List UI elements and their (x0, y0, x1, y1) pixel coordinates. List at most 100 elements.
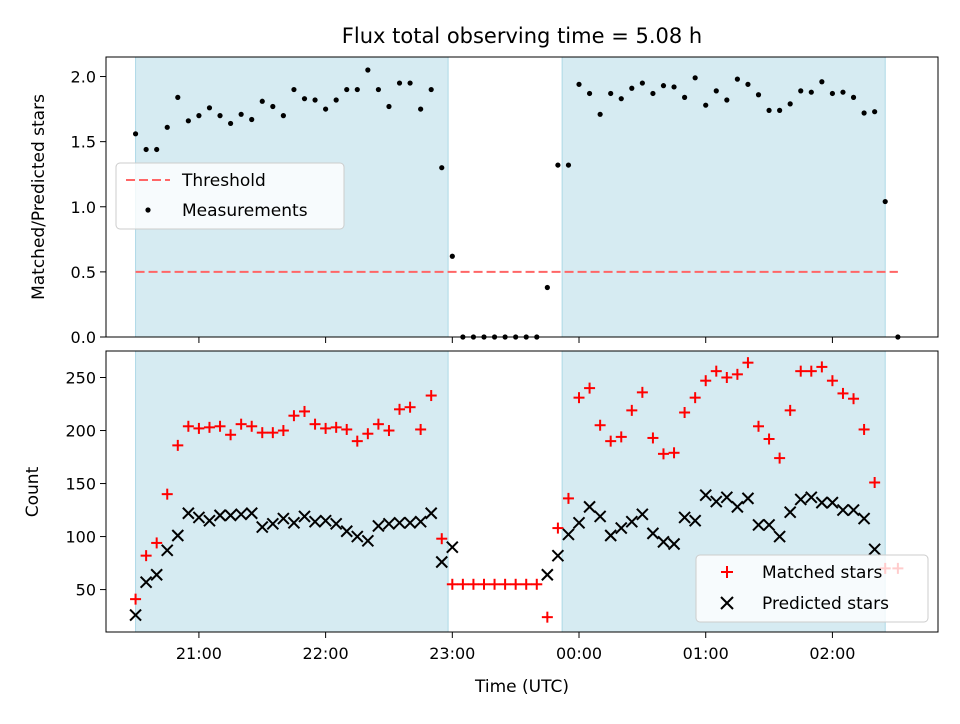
predicted-star-marker (414, 515, 427, 528)
predicted-star-marker (319, 514, 332, 527)
predicted-star-marker (129, 608, 142, 622)
measurement-point (681, 94, 688, 100)
measurement-point (280, 113, 286, 119)
predicted-marker-stroke (298, 510, 311, 523)
predicted-marker-stroke (171, 529, 185, 542)
measurement-point (576, 81, 582, 87)
measurement-point (344, 86, 350, 93)
bottom-xtick-label: 22:00 (303, 644, 349, 663)
measurement-point (418, 106, 424, 112)
matched-star-marker (594, 419, 606, 431)
measurement-point (386, 103, 392, 110)
matched-star-marker (774, 452, 786, 464)
matched-star-marker (689, 392, 701, 404)
measurement-point (323, 106, 329, 112)
measurement-point (608, 90, 614, 97)
predicted-star-points (129, 489, 881, 622)
measurement-point (734, 76, 740, 82)
predicted-star-marker (688, 514, 702, 527)
predicted-marker-stroke (361, 534, 375, 548)
predicted-marker-stroke (139, 575, 153, 589)
top-panel: 0.00.51.01.52.0 Matched/Predicted stars … (29, 56, 939, 347)
matched-star-marker (763, 433, 775, 445)
predicted-star-marker (583, 500, 596, 514)
predicted-marker-stroke (857, 512, 871, 525)
bottom-y-axis-label: Count (23, 466, 43, 517)
measurement-point (861, 110, 867, 116)
matched-star-marker (510, 578, 522, 590)
x-axis-label: Time (UTC) (474, 677, 569, 697)
predicted-marker-stroke (224, 509, 237, 522)
predicted-star-marker (446, 540, 459, 554)
measurement-point (724, 97, 730, 103)
predicted-star-marker (277, 512, 290, 525)
predicted-marker-stroke (182, 507, 195, 520)
predicted-marker-stroke (266, 517, 280, 531)
predicted-star-marker (224, 509, 237, 522)
matched-star-marker (193, 422, 205, 434)
predicted-marker-stroke (731, 500, 744, 514)
top-ytick-label: 0.5 (71, 263, 96, 282)
bottom-legend-frame (695, 554, 929, 623)
measurement-point (217, 113, 223, 119)
top-ytick-label: 1.0 (71, 198, 96, 217)
predicted-marker-stroke (836, 503, 850, 517)
predicted-star-marker (308, 515, 322, 528)
predicted-marker-stroke (551, 549, 565, 562)
measurement-point (850, 94, 857, 100)
predicted-marker-stroke (340, 525, 353, 538)
matched-star-marker (837, 387, 849, 399)
measurement-point (650, 90, 656, 97)
matched-star-marker (309, 418, 321, 430)
predicted-star-marker (182, 507, 195, 520)
top-y-ticks: 0.0 0.5 1.0 1.5 2.0 (71, 68, 106, 347)
predicted-star-marker (245, 507, 258, 520)
measurement-point (671, 84, 677, 90)
predicted-marker-stroke (720, 491, 734, 504)
bottom-ytick-label: 50 (76, 581, 96, 600)
matched-star-marker (235, 418, 247, 430)
predicted-marker-stroke (234, 508, 248, 521)
matched-star-marker (552, 522, 564, 534)
predicted-marker-stroke (826, 496, 839, 509)
matched-star-marker (805, 365, 817, 377)
matched-star-marker (816, 361, 828, 373)
matched-star-marker (647, 432, 659, 444)
predicted-marker-stroke (752, 518, 765, 532)
predicted-star-marker (847, 503, 860, 517)
measurement-point (439, 165, 445, 171)
predicted-marker-stroke (351, 530, 364, 543)
matched-star-marker (341, 423, 353, 435)
matched-star-marker (742, 357, 754, 369)
predicted-star-marker (815, 496, 829, 509)
measurement-point (565, 162, 572, 168)
predicted-marker-stroke (604, 529, 617, 542)
predicted-marker-stroke (593, 510, 607, 523)
matched-star-marker (710, 365, 722, 377)
measurement-points (132, 67, 901, 340)
predicted-star-marker (382, 517, 396, 531)
matched-star-marker (562, 492, 574, 504)
predicted-marker-stroke (256, 520, 269, 534)
matched-star-marker (404, 401, 416, 413)
matched-star-marker (298, 405, 310, 417)
predicted-marker-stroke (414, 515, 427, 528)
predicted-star-marker (329, 517, 343, 531)
predicted-star-marker (171, 529, 185, 542)
matched-star-marker (679, 407, 691, 419)
matched-star-marker (383, 425, 395, 437)
predicted-marker-stroke (329, 517, 343, 531)
observing-window-2 (562, 57, 886, 337)
bottom-y-ticks: 50 100 150 200 250 (65, 369, 106, 600)
measurement-point (787, 101, 793, 107)
predicted-marker-stroke (372, 519, 385, 533)
measurements-legend-label: Measurements (182, 201, 308, 221)
predicted-marker-stroke (773, 530, 786, 543)
predicted-star-marker (551, 549, 565, 562)
predicted-marker-stroke (868, 543, 881, 556)
matched-star-marker (731, 368, 743, 380)
top-plot-frame (105, 56, 939, 338)
predicted-marker-stroke (161, 544, 174, 557)
predicted-star-marker (826, 496, 839, 509)
matched-star-marker (478, 578, 490, 590)
